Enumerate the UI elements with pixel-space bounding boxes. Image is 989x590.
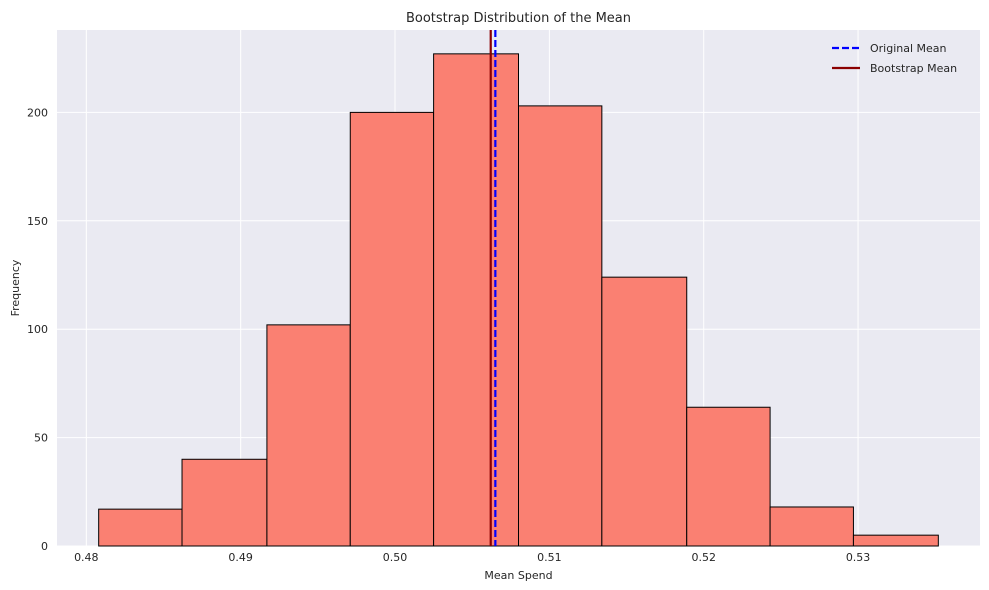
y-tick-label: 50 xyxy=(34,432,48,445)
legend-label: Original Mean xyxy=(870,42,947,55)
histogram-bar xyxy=(181,458,268,547)
mean-lines xyxy=(489,30,497,546)
legend: Original Mean Bootstrap Mean xyxy=(832,42,957,75)
x-tick-label: 0.49 xyxy=(228,551,253,564)
y-axis-ticks: 0 50 100 150 200 xyxy=(27,106,48,553)
x-tick-label: 0.51 xyxy=(537,551,562,564)
y-tick-label: 100 xyxy=(27,323,48,336)
histogram-bar xyxy=(686,406,771,547)
histogram-bar xyxy=(852,534,939,547)
x-tick-label: 0.53 xyxy=(846,551,871,564)
x-tick-label: 0.50 xyxy=(383,551,408,564)
histogram-bar xyxy=(601,276,688,547)
histogram-bar xyxy=(769,506,854,547)
x-tick-label: 0.52 xyxy=(691,551,716,564)
y-tick-label: 200 xyxy=(27,106,48,119)
y-tick-label: 0 xyxy=(41,540,48,553)
histogram-bar xyxy=(518,105,603,547)
x-axis-label: Mean Spend xyxy=(484,569,552,582)
x-axis-ticks: 0.48 0.49 0.50 0.51 0.52 0.53 xyxy=(74,551,870,564)
histogram-bar xyxy=(266,324,351,547)
histogram-bars xyxy=(98,53,939,547)
x-tick-label: 0.48 xyxy=(74,551,99,564)
histogram-bar xyxy=(433,53,520,547)
legend-label: Bootstrap Mean xyxy=(870,62,957,75)
y-axis-label: Frequency xyxy=(9,259,22,316)
histogram-bar xyxy=(98,508,183,547)
histogram-bar xyxy=(349,111,435,547)
chart-title: Bootstrap Distribution of the Mean xyxy=(406,11,631,26)
y-tick-label: 150 xyxy=(27,215,48,228)
